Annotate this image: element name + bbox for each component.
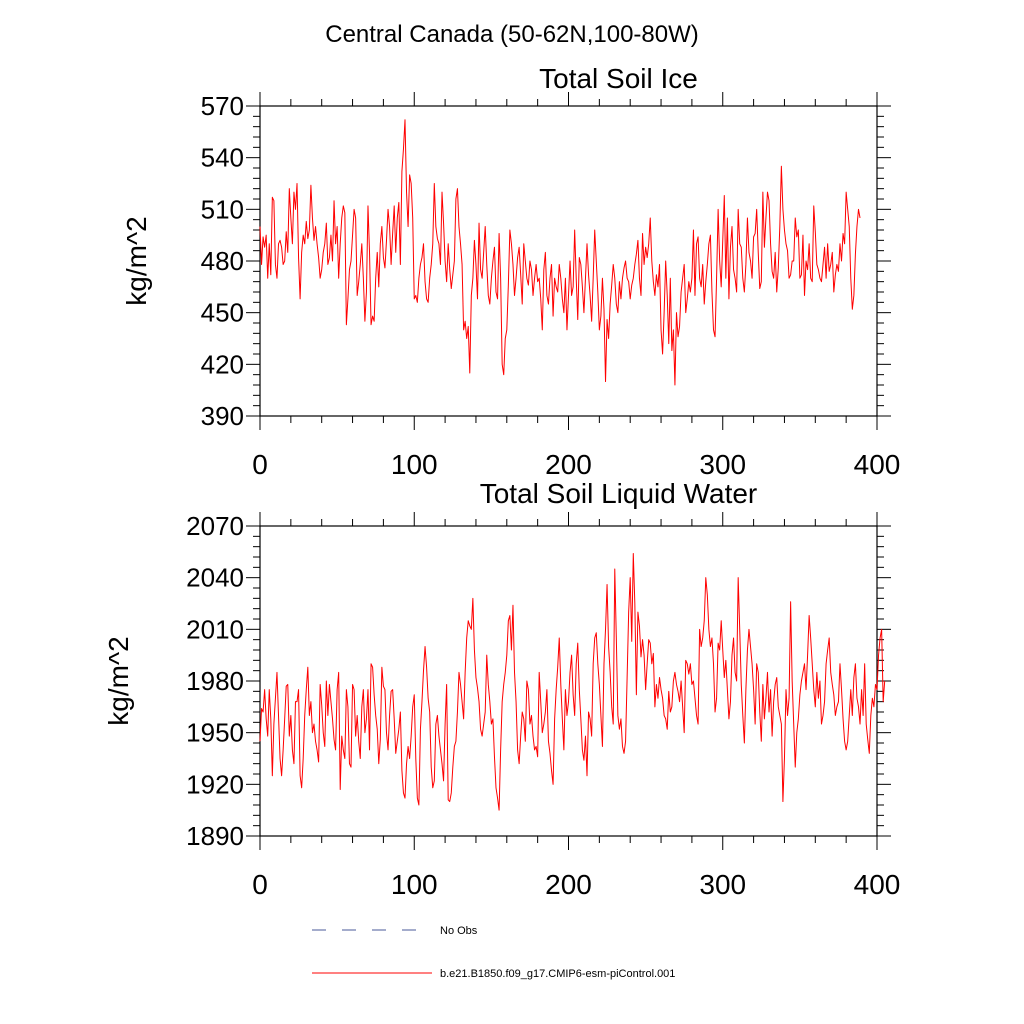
legend-label-model: b.e21.B1850.f09_g17.CMIP6-esm-piControl.… bbox=[440, 968, 675, 980]
figure-suptitle: Central Canada (50-62N,100-80W) bbox=[325, 21, 699, 48]
y-tick-label: 1920 bbox=[186, 769, 244, 799]
y-tick-label: 1890 bbox=[186, 821, 244, 851]
y-tick-label: 1980 bbox=[186, 666, 244, 696]
y-tick-label: 2040 bbox=[186, 563, 244, 593]
x-tick-label: 400 bbox=[854, 449, 901, 480]
y-tick-label: 2070 bbox=[186, 511, 244, 541]
y-tick-label: 2010 bbox=[186, 614, 244, 644]
y-tick-label: 1950 bbox=[186, 718, 244, 748]
chart-title: Total Soil Ice bbox=[539, 63, 698, 94]
plot-frame bbox=[259, 525, 878, 837]
legend-label-no-obs: No Obs bbox=[440, 925, 478, 937]
x-tick-label: 200 bbox=[545, 869, 592, 900]
y-axis-label: kg/m^2 bbox=[121, 216, 152, 305]
x-tick-label: 100 bbox=[391, 449, 438, 480]
x-tick-label: 0 bbox=[252, 449, 268, 480]
x-tick-label: 300 bbox=[699, 449, 746, 480]
x-tick-label: 0 bbox=[252, 869, 268, 900]
y-tick-label: 390 bbox=[201, 401, 244, 431]
x-tick-label: 300 bbox=[699, 869, 746, 900]
y-tick-label: 480 bbox=[201, 246, 244, 276]
chart-title: Total Soil Liquid Water bbox=[480, 478, 758, 509]
series-line bbox=[259, 553, 886, 811]
x-tick-label: 400 bbox=[854, 869, 901, 900]
x-tick-label: 200 bbox=[545, 449, 592, 480]
chart-total-soil-liquid-water: Total Soil Liquid Water 1890 1920 1950 1980 2… bbox=[103, 478, 900, 900]
x-tick-label: 100 bbox=[391, 869, 438, 900]
chart-total-soil-ice: Total Soil Ice 390 420 450 480 510 540 570 0 100 2… bbox=[121, 63, 900, 480]
series-line bbox=[259, 119, 861, 386]
legend: No Obs b.e21.B1850.f09_g17.CMIP6-esm-piC… bbox=[312, 925, 675, 980]
y-tick-label: 510 bbox=[201, 194, 244, 224]
y-tick-label: 570 bbox=[201, 91, 244, 121]
y-axis-label: kg/m^2 bbox=[103, 636, 134, 725]
plot-frame bbox=[259, 105, 878, 417]
y-tick-label: 420 bbox=[201, 349, 244, 379]
y-tick-label: 450 bbox=[201, 298, 244, 328]
y-tick-label: 540 bbox=[201, 143, 244, 173]
